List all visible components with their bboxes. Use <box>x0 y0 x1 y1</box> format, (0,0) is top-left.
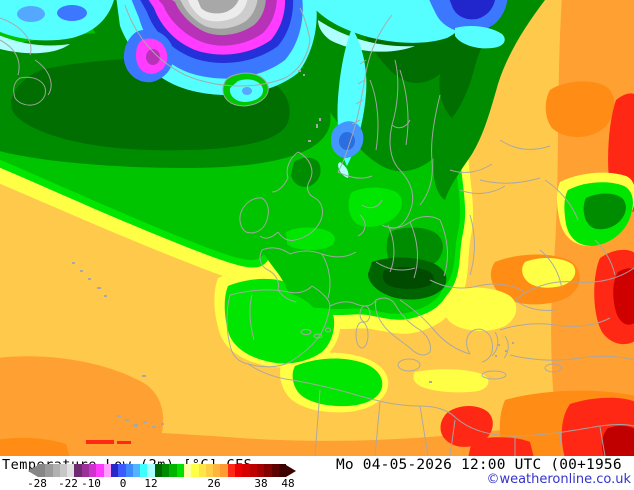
scale-tick-label: 26 <box>207 477 221 490</box>
scale-tick-label: -28 <box>27 477 47 490</box>
scale-tick-label: 48 <box>281 477 295 490</box>
scale-segment <box>198 464 206 477</box>
scale-segment <box>154 464 163 477</box>
map-island-outlines <box>300 327 331 339</box>
scale-segment <box>81 464 90 477</box>
scale-segment <box>140 464 148 477</box>
scale-segment <box>162 464 170 477</box>
scale-segment <box>103 464 111 477</box>
temperature-scale: -28 -22 -10 0 12 26 38 48 <box>27 464 308 490</box>
scale-segment <box>176 464 184 477</box>
scale-tick-label: -22 <box>58 477 78 490</box>
scale-arrow-right-icon <box>286 464 296 477</box>
scale-segment <box>278 464 287 477</box>
scale-labels: -28 -22 -10 0 12 26 38 48 <box>27 477 308 490</box>
scale-segment <box>59 464 68 477</box>
scale-segment <box>45 464 53 477</box>
scale-tick-label: 0 <box>119 477 127 490</box>
scale-segment <box>235 464 243 477</box>
scale-segment <box>205 464 214 477</box>
scale-tick-label: -10 <box>81 477 101 490</box>
scale-segment <box>147 464 155 477</box>
scale-segments <box>38 464 287 477</box>
copyright-link[interactable]: ©weatheronline.co.uk <box>486 472 631 487</box>
scale-tick-label: 38 <box>254 477 268 490</box>
scale-segment <box>183 464 192 477</box>
scale-segment <box>213 464 221 477</box>
map-border-lines <box>0 4 634 456</box>
map-datetime: Mo 04-05-2026 12:00 UTC (00+1956 <box>336 457 622 473</box>
scale-segment <box>227 464 236 477</box>
scale-arrow-left-icon <box>28 464 38 477</box>
scale-segment <box>118 464 126 477</box>
scale-segment <box>169 464 177 477</box>
scale-segment <box>125 464 133 477</box>
scale-segment <box>52 464 60 477</box>
scale-segment <box>132 464 141 477</box>
scale-segment <box>74 464 82 477</box>
scale-segment <box>256 464 265 477</box>
scale-segment <box>220 464 228 477</box>
scale-tick-label: 12 <box>144 477 158 490</box>
scale-segment <box>67 464 75 477</box>
scale-segment <box>271 464 279 477</box>
map-island-specks <box>72 70 514 428</box>
scale-bar <box>28 464 296 477</box>
scale-segment <box>264 464 272 477</box>
scale-segment <box>89 464 97 477</box>
scale-segment <box>242 464 250 477</box>
temperature-map <box>0 0 634 456</box>
scale-segment <box>38 464 46 477</box>
scale-segment <box>191 464 199 477</box>
map-cold-layer <box>0 0 508 178</box>
scale-segment <box>249 464 257 477</box>
scale-segment <box>96 464 104 477</box>
scale-segment <box>110 464 119 477</box>
map-canvas <box>0 0 634 456</box>
legend-bar: Temperature Low (2m) [°C] CFS Mo 04-05-2… <box>0 456 634 490</box>
